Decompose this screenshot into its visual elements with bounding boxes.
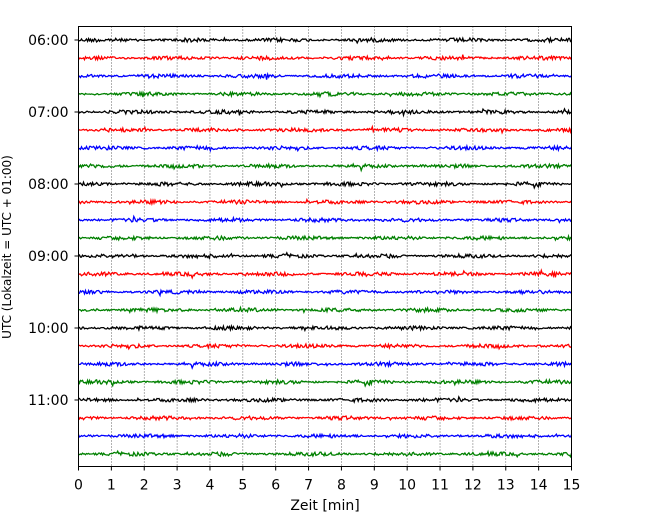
trace-0800 <box>78 179 572 190</box>
x-tick-label: 9 <box>370 478 379 494</box>
trace-0945 <box>78 305 572 315</box>
trace-1030 <box>78 359 573 370</box>
trace-0915 <box>78 268 572 280</box>
x-tick-label: 10 <box>398 478 416 494</box>
y-tick-label: 11:00 <box>28 393 68 409</box>
trace-1145 <box>78 449 573 459</box>
y-axis-ticks: 06:00 07:00 08:00 09:00 10:00 11:00 <box>28 33 79 409</box>
x-tick-label: 8 <box>337 478 346 494</box>
trace-0845 <box>78 233 572 242</box>
trace-0715 <box>78 124 573 135</box>
x-tick-label: 11 <box>431 478 449 494</box>
trace-0645 <box>78 90 573 99</box>
trace-0815 <box>77 197 572 207</box>
x-tick-label: 15 <box>563 478 581 494</box>
y-tick-label: 09:00 <box>28 249 68 265</box>
y-tick-label: 06:00 <box>28 33 68 49</box>
trace-0730 <box>78 143 573 153</box>
x-axis-label: Zeit [min] <box>290 498 359 514</box>
y-tick-label: 08:00 <box>28 177 68 193</box>
x-tick-label: 1 <box>107 478 116 494</box>
vertical-grid <box>111 26 539 467</box>
trace-0830 <box>78 214 572 224</box>
x-tick-label: 13 <box>497 478 515 494</box>
x-tick-label: 0 <box>74 478 83 494</box>
trace-0745 <box>77 162 573 173</box>
trace-0900 <box>78 251 572 261</box>
x-tick-label: 12 <box>464 478 482 494</box>
y-tick-label: 10:00 <box>28 321 68 337</box>
trace-0600 <box>78 35 573 45</box>
trace-1000 <box>78 323 573 333</box>
x-axis-ticks: 0 1 2 3 4 5 6 7 8 9 10 11 12 13 14 15 <box>74 466 581 494</box>
x-tick-label: 14 <box>530 478 548 494</box>
plot-frame <box>78 26 572 467</box>
x-tick-label: 2 <box>140 478 149 494</box>
x-tick-label: 4 <box>206 478 215 494</box>
y-tick-label: 07:00 <box>28 105 68 121</box>
trace-0630 <box>78 71 572 80</box>
trace-0700 <box>77 107 572 118</box>
trace-0615 <box>77 54 573 62</box>
trace-1130 <box>77 432 573 440</box>
trace-1015 <box>78 342 572 351</box>
trace-1115 <box>77 414 572 422</box>
y-axis-label: UTC (Lokalzeit = UTC + 01:00) <box>0 155 14 339</box>
trace-lines <box>77 35 573 459</box>
trace-1045 <box>77 377 573 388</box>
trace-1100 <box>78 395 572 404</box>
trace-0930 <box>78 288 572 298</box>
x-tick-label: 7 <box>304 478 313 494</box>
x-tick-label: 3 <box>173 478 182 494</box>
x-tick-label: 6 <box>271 478 280 494</box>
x-tick-label: 5 <box>238 478 247 494</box>
